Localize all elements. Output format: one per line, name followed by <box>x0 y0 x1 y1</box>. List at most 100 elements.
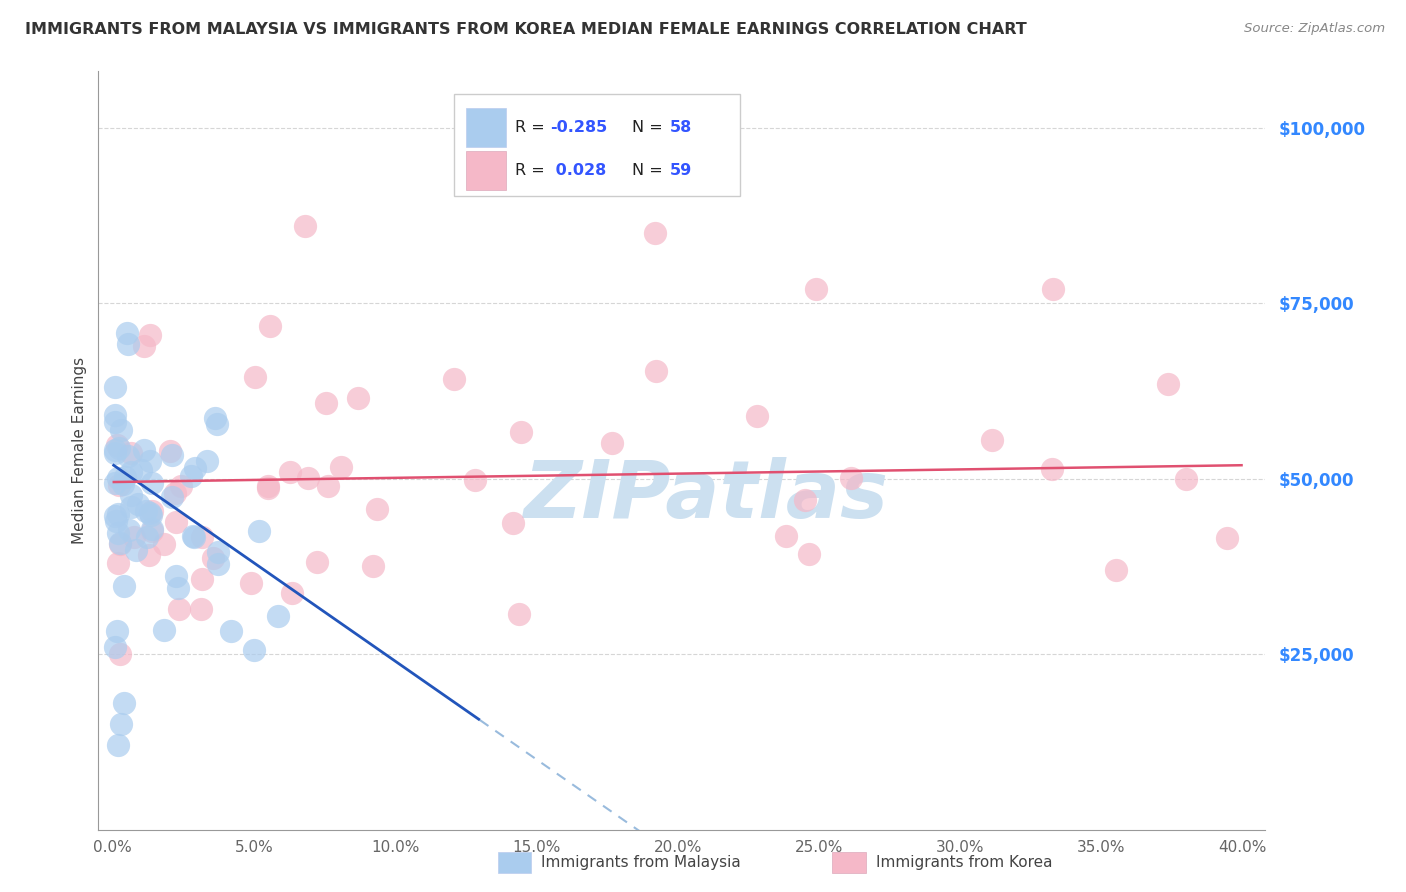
Point <box>316 479 339 493</box>
Point <box>110 424 132 438</box>
Point <box>163 486 186 500</box>
Point <box>107 556 129 570</box>
Point <box>259 319 281 334</box>
Point <box>166 568 188 582</box>
Point <box>132 338 155 352</box>
Point <box>207 545 229 559</box>
Point <box>191 572 214 586</box>
Point <box>257 481 280 495</box>
Point <box>793 492 815 507</box>
Point <box>118 523 141 537</box>
Point <box>135 504 157 518</box>
Point <box>190 602 212 616</box>
Point <box>1040 462 1063 476</box>
Point <box>120 446 142 460</box>
Point <box>207 557 229 571</box>
Point <box>644 364 666 378</box>
Text: R =: R = <box>515 120 550 135</box>
Point <box>135 530 157 544</box>
Point <box>141 476 163 491</box>
Point <box>1042 282 1064 296</box>
Point <box>115 326 138 340</box>
Point <box>366 501 388 516</box>
Point <box>361 559 384 574</box>
Text: R =: R = <box>515 163 550 178</box>
Point <box>502 516 524 530</box>
Point <box>508 607 530 621</box>
Point <box>107 442 129 456</box>
FancyBboxPatch shape <box>465 108 506 147</box>
Point <box>104 415 127 429</box>
Point <box>105 624 128 639</box>
Point <box>105 438 128 452</box>
Point <box>183 531 205 545</box>
Point <box>112 476 135 491</box>
Point <box>110 647 132 661</box>
Point <box>127 497 149 511</box>
Point <box>247 524 270 538</box>
Text: N =: N = <box>631 120 668 135</box>
Point <box>281 585 304 599</box>
Point <box>207 417 229 432</box>
Point <box>1215 531 1237 545</box>
Point <box>108 536 131 550</box>
Point <box>464 473 486 487</box>
Point <box>167 602 190 616</box>
Point <box>107 526 129 541</box>
Point <box>644 226 666 240</box>
Point <box>107 739 129 753</box>
Point <box>166 515 188 529</box>
Point <box>104 508 127 523</box>
Text: 0.028: 0.028 <box>550 163 606 178</box>
Point <box>257 479 280 493</box>
Point <box>104 446 127 460</box>
Point <box>184 460 207 475</box>
Point <box>239 576 262 591</box>
Point <box>1157 376 1180 391</box>
Point <box>219 624 242 638</box>
Point <box>839 471 862 485</box>
Point <box>107 508 129 522</box>
Point <box>346 391 368 405</box>
Point <box>204 411 226 425</box>
Point <box>201 551 224 566</box>
Point <box>181 529 204 543</box>
Y-axis label: Median Female Earnings: Median Female Earnings <box>72 357 87 544</box>
Point <box>139 327 162 342</box>
Point <box>110 536 132 550</box>
Text: N =: N = <box>631 163 668 178</box>
Point <box>1175 471 1198 485</box>
Point <box>132 442 155 457</box>
Point <box>745 409 768 423</box>
Point <box>117 336 139 351</box>
Point <box>112 579 135 593</box>
Point <box>120 488 142 502</box>
Point <box>162 490 184 504</box>
Point <box>108 477 131 491</box>
Point <box>243 370 266 384</box>
Point <box>315 396 337 410</box>
Point <box>152 537 174 551</box>
Point <box>129 463 152 477</box>
Text: 59: 59 <box>671 163 693 178</box>
Point <box>139 508 162 523</box>
Point <box>180 469 202 483</box>
Point <box>138 548 160 562</box>
Point <box>110 717 132 731</box>
Text: Source: ZipAtlas.com: Source: ZipAtlas.com <box>1244 22 1385 36</box>
Point <box>139 453 162 467</box>
Point <box>510 425 533 440</box>
Point <box>1104 563 1126 577</box>
Point <box>195 454 218 468</box>
Point <box>797 547 820 561</box>
Text: Immigrants from Korea: Immigrants from Korea <box>876 855 1053 870</box>
Point <box>105 514 128 528</box>
Point <box>190 530 212 544</box>
Point <box>104 380 127 394</box>
Point <box>243 643 266 657</box>
Point <box>139 506 162 520</box>
Point <box>120 500 142 514</box>
Point <box>104 640 127 654</box>
Point <box>120 465 142 479</box>
Point <box>294 219 316 233</box>
